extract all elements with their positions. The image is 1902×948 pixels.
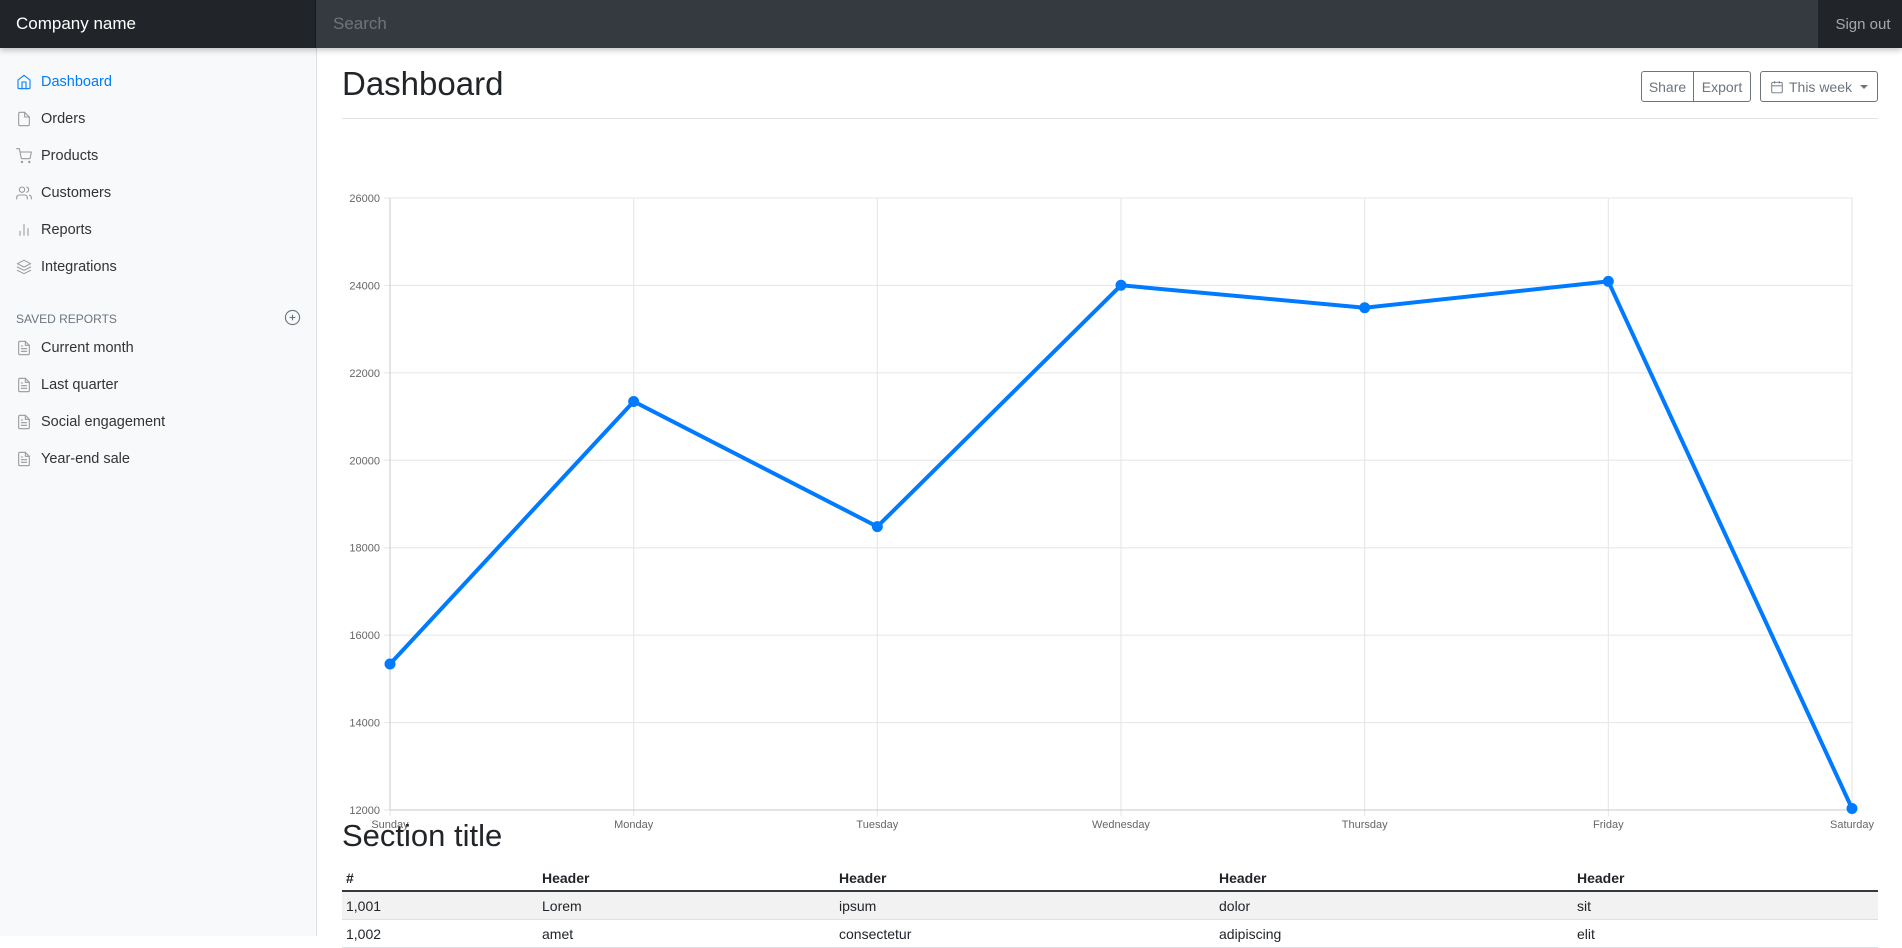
brand-logo[interactable]: Company name bbox=[0, 0, 316, 48]
export-button[interactable]: Export bbox=[1694, 71, 1751, 102]
header-divider bbox=[342, 118, 1878, 119]
line-chart: 12000 14000 16000 18000 20000 22000 24000 26000… bbox=[342, 136, 1878, 846]
file-text-icon bbox=[16, 414, 41, 430]
sidebar-item-label: Products bbox=[41, 148, 99, 164]
data-point bbox=[871, 521, 883, 533]
bar-chart-icon bbox=[16, 222, 41, 238]
data-point bbox=[1115, 279, 1127, 291]
table-cell: dolor bbox=[1215, 891, 1573, 920]
sidebar-item-label: Dashboard bbox=[41, 74, 112, 90]
home-icon bbox=[16, 74, 41, 90]
calendar-icon bbox=[1771, 80, 1783, 93]
y-tick-label: 14000 bbox=[349, 718, 380, 730]
data-point bbox=[628, 395, 640, 407]
table-cell: sit bbox=[1573, 891, 1878, 920]
table-cell: consectetur bbox=[835, 919, 1215, 948]
y-tick-label: 18000 bbox=[349, 543, 380, 555]
sidebar-item-integrations[interactable]: Integrations bbox=[16, 255, 117, 279]
layers-icon bbox=[16, 259, 41, 275]
x-tick-label: Thursday bbox=[1342, 819, 1388, 831]
sidebar-item-label: Current month bbox=[41, 340, 134, 356]
y-tick-label: 20000 bbox=[349, 455, 380, 467]
y-tick-label: 22000 bbox=[349, 368, 380, 380]
table-cell: elit bbox=[1573, 919, 1878, 948]
section-title: Section title bbox=[342, 818, 503, 853]
table-header-cell: Header bbox=[538, 864, 835, 892]
sidebar-item-customers[interactable]: Customers bbox=[16, 181, 111, 205]
table-cell: Lorem bbox=[538, 891, 835, 920]
table-cell: adipiscing bbox=[1215, 919, 1573, 948]
y-tick-label: 24000 bbox=[349, 280, 380, 292]
x-tick-label: Tuesday bbox=[856, 819, 898, 831]
data-point bbox=[1359, 302, 1371, 314]
top-navbar: Company name Sign out bbox=[0, 0, 1902, 48]
x-tick-label: Sunday bbox=[371, 819, 409, 831]
file-icon bbox=[16, 111, 41, 127]
chevron-down-icon bbox=[1860, 84, 1869, 89]
x-tick-label: Friday bbox=[1593, 819, 1624, 831]
period-label: This week bbox=[1788, 78, 1853, 95]
shopping-cart-icon bbox=[16, 148, 41, 164]
sidebar-item-orders[interactable]: Orders bbox=[16, 107, 85, 131]
table-cell: amet bbox=[538, 919, 835, 948]
period-dropdown[interactable]: This week bbox=[1760, 71, 1878, 102]
sidebar-item-label: Reports bbox=[41, 222, 92, 238]
y-tick-label: 12000 bbox=[349, 805, 380, 817]
sidebar-item-label: Last quarter bbox=[41, 377, 119, 393]
users-icon bbox=[16, 185, 41, 201]
sidebar-item-dashboard[interactable]: Dashboard bbox=[16, 70, 112, 94]
x-tick-label: Monday bbox=[614, 819, 654, 831]
data-point bbox=[1602, 275, 1614, 287]
table-row[interactable]: 1,002 amet consectetur adipiscing elit bbox=[342, 919, 1878, 948]
table-header-cell: Header bbox=[1215, 864, 1573, 892]
x-tick-label: Saturday bbox=[1830, 819, 1875, 831]
data-point bbox=[384, 658, 396, 670]
saved-reports-heading: SAVED REPORTS bbox=[16, 312, 117, 326]
table-header-cell: Header bbox=[1573, 864, 1878, 892]
table-header-row: # Header Header Header Header bbox=[342, 864, 1878, 892]
sign-out-link[interactable]: Sign out bbox=[1818, 0, 1902, 48]
table-row[interactable]: 1,001 Lorem ipsum dolor sit bbox=[342, 891, 1878, 920]
sidebar-item-label: Orders bbox=[41, 111, 86, 127]
toolbar-button-group: Share Export bbox=[1641, 71, 1751, 102]
sidebar-item-reports[interactable]: Reports bbox=[16, 218, 92, 242]
saved-report-social-engagement[interactable]: Social engagement bbox=[16, 410, 165, 434]
sidebar-item-label: Customers bbox=[41, 185, 112, 201]
search-input[interactable] bbox=[316, 0, 1818, 48]
table-cell: ipsum bbox=[835, 891, 1215, 920]
table-header-cell: # bbox=[342, 864, 538, 892]
sidebar: Dashboard Orders Products Customers Repo… bbox=[0, 48, 317, 936]
share-button[interactable]: Share bbox=[1641, 71, 1694, 102]
sidebar-item-products[interactable]: Products bbox=[16, 144, 98, 168]
saved-report-current-month[interactable]: Current month bbox=[16, 336, 134, 360]
y-tick-label: 26000 bbox=[349, 193, 380, 205]
sidebar-item-label: Social engagement bbox=[41, 414, 166, 430]
table-cell: 1,002 bbox=[342, 919, 538, 948]
file-text-icon bbox=[16, 340, 41, 356]
chart-svg: 12000 14000 16000 18000 20000 22000 24000 26000… bbox=[349, 193, 1875, 831]
add-report-icon[interactable] bbox=[284, 309, 301, 326]
y-tick-label: 16000 bbox=[349, 630, 380, 642]
data-point bbox=[1846, 803, 1858, 815]
x-tick-label: Wednesday bbox=[1092, 819, 1150, 831]
page-title: Dashboard bbox=[342, 65, 504, 102]
sidebar-item-label: Integrations bbox=[41, 259, 117, 275]
sidebar-item-label: Year-end sale bbox=[41, 451, 130, 467]
saved-report-last-quarter[interactable]: Last quarter bbox=[16, 373, 118, 397]
table-cell: 1,001 bbox=[342, 891, 538, 920]
file-text-icon bbox=[16, 451, 41, 467]
file-text-icon bbox=[16, 377, 41, 393]
data-table: # Header Header Header Header 1,001 Lorem ipsu… bbox=[342, 864, 1878, 948]
saved-report-year-end-sale[interactable]: Year-end sale bbox=[16, 447, 130, 471]
table-header-cell: Header bbox=[835, 864, 1215, 892]
